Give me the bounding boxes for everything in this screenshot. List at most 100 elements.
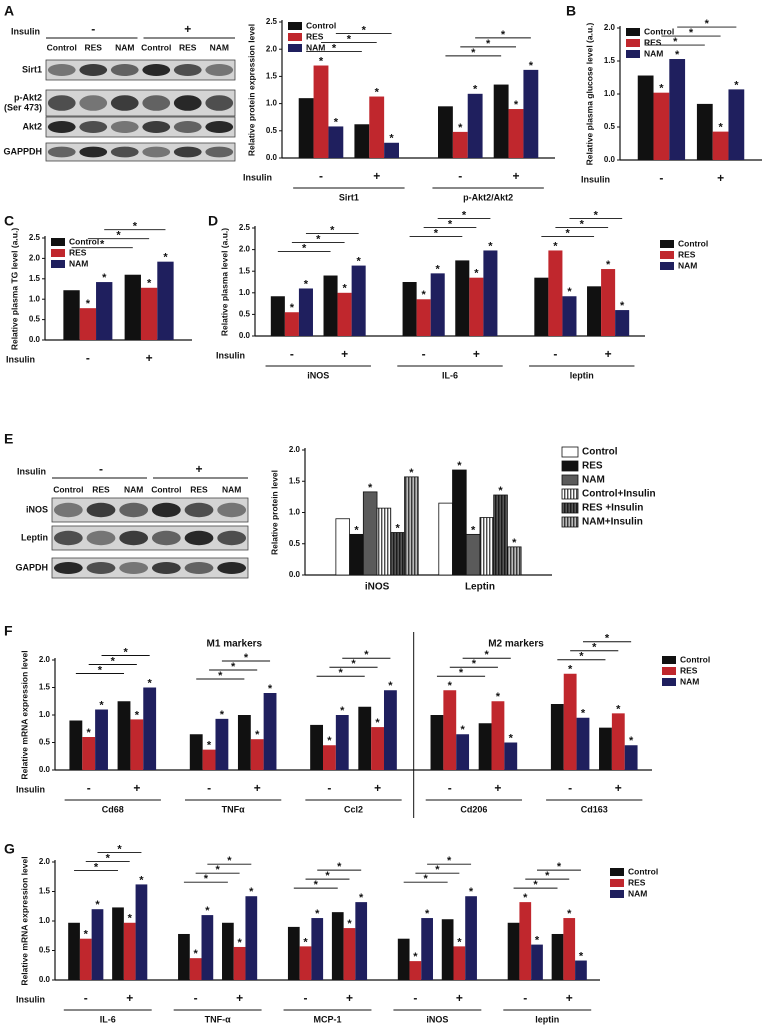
y-axis-label: Relative protein level	[269, 470, 279, 555]
legend-label: RES	[628, 877, 646, 887]
legend-label: NAM	[582, 475, 605, 486]
bar	[508, 109, 524, 158]
y-tick-label: 0.0	[604, 155, 616, 164]
bar	[416, 299, 431, 336]
bracket-star: *	[689, 27, 694, 39]
bracket-star: *	[533, 879, 538, 891]
blot-band	[173, 121, 202, 133]
bracket-star: *	[339, 667, 344, 679]
y-tick-label: 0.5	[39, 738, 51, 747]
bar	[438, 106, 453, 158]
significance-star: *	[659, 83, 664, 95]
significance-star: *	[290, 302, 295, 314]
significance-star: *	[675, 49, 680, 61]
bracket-star: *	[116, 230, 121, 242]
y-tick-label: 1.5	[29, 274, 41, 283]
significance-star: *	[319, 55, 324, 67]
insulin-label: Insulin	[243, 172, 272, 182]
significance-star: *	[354, 524, 359, 536]
blot-band	[173, 146, 202, 158]
x-tick-label: -	[659, 171, 663, 185]
bracket-star: *	[94, 861, 99, 873]
legend-swatch	[51, 249, 65, 257]
bar	[551, 933, 564, 980]
blot-band	[119, 502, 149, 518]
significance-star: *	[163, 252, 168, 264]
legend-swatch	[626, 50, 640, 58]
bar	[430, 715, 444, 770]
bar	[245, 896, 258, 980]
group-label: IL-6	[100, 1014, 116, 1024]
bar	[390, 532, 405, 576]
legend-swatch	[626, 39, 640, 47]
bar	[430, 273, 445, 336]
bracket-star: *	[486, 38, 491, 50]
bracket-star: *	[605, 633, 610, 645]
bar	[124, 274, 141, 340]
legend-label: Control	[306, 20, 336, 30]
y-tick-label: 2.0	[39, 655, 51, 664]
blot-band	[217, 562, 247, 574]
bar	[611, 713, 625, 770]
legend-label: RES	[306, 31, 324, 41]
significance-star: *	[340, 705, 345, 717]
bracket-star: *	[705, 18, 710, 30]
bracket-star: *	[447, 855, 452, 867]
y-axis-label: Relative mRNA expression level	[19, 856, 29, 985]
legend-label: Control	[628, 866, 658, 876]
blot-band	[184, 530, 214, 546]
significance-star: *	[249, 886, 254, 898]
legend-swatch	[561, 516, 579, 528]
legend-swatch	[288, 44, 302, 52]
bar	[421, 918, 433, 980]
bar	[140, 287, 158, 340]
significance-star: *	[606, 259, 611, 271]
bracket-star: *	[227, 855, 232, 867]
bar	[82, 737, 96, 770]
x-tick-label: +	[615, 781, 622, 795]
bracket-star: *	[316, 233, 321, 245]
significance-star: *	[567, 286, 572, 298]
legend-label: RES	[678, 249, 696, 259]
bar	[531, 944, 543, 980]
panel-label: F	[4, 623, 13, 639]
bracket-star: *	[471, 47, 476, 59]
significance-star: *	[514, 99, 519, 111]
annotation: M1 markers	[207, 639, 263, 650]
y-tick-label: 0.0	[39, 765, 51, 774]
significance-star: *	[375, 717, 380, 729]
bar	[383, 690, 397, 770]
bar	[222, 922, 234, 980]
significance-star: *	[389, 133, 394, 145]
x-tick-label: -	[327, 781, 331, 795]
bar	[250, 739, 264, 770]
bar	[337, 292, 352, 336]
x-tick-label: -	[304, 991, 308, 1005]
legend-label: NAM	[69, 258, 88, 268]
significance-star: *	[359, 892, 364, 904]
significance-star: *	[135, 709, 140, 721]
legend-swatch	[51, 260, 65, 268]
x-tick-label: +	[373, 169, 380, 183]
bar	[562, 296, 577, 336]
bracket-star: *	[100, 239, 105, 251]
significance-star: *	[95, 899, 100, 911]
panel-label: B	[566, 3, 576, 19]
y-tick-label: 0.5	[289, 539, 301, 548]
bar	[215, 718, 229, 770]
x-tick-label: -	[86, 351, 90, 365]
bar	[331, 912, 344, 980]
bar	[563, 673, 577, 770]
annotation: M2 markers	[488, 639, 544, 650]
legend-label: NAM	[678, 260, 697, 270]
row-label: iNOS	[26, 504, 48, 514]
significance-star: *	[473, 84, 478, 96]
significance-star: *	[474, 268, 479, 280]
bracket-star: *	[459, 667, 464, 679]
significance-star: *	[220, 709, 225, 721]
bracket-star: *	[314, 879, 319, 891]
bar	[637, 75, 654, 160]
y-tick-label: 1.0	[289, 508, 301, 517]
blot-band	[79, 95, 108, 111]
significance-star: *	[84, 929, 89, 941]
